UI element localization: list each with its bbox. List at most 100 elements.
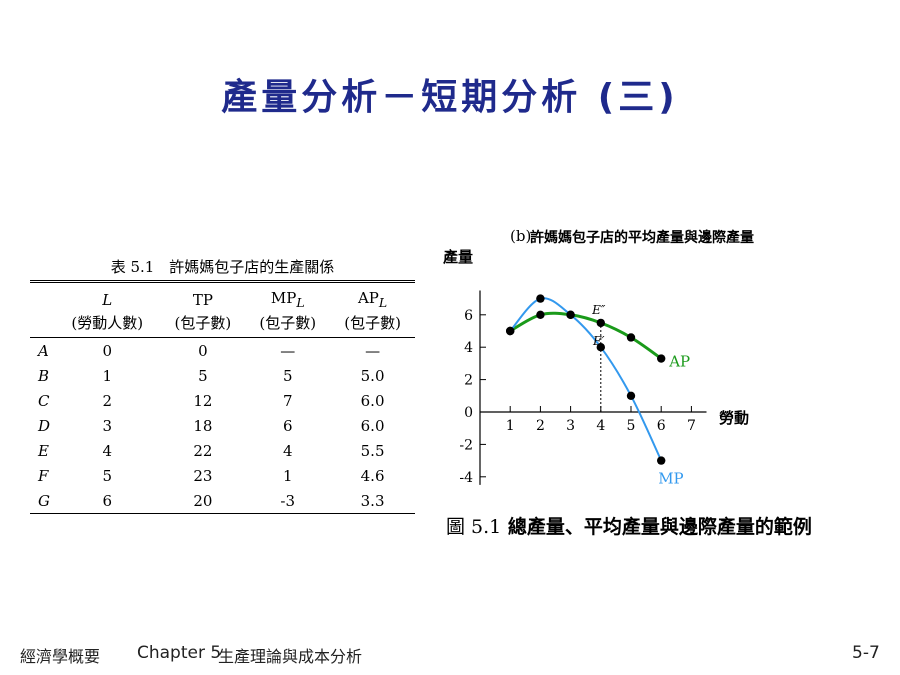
mp-point: [596, 343, 605, 352]
table-caption: 表 5.1 許媽媽包子店的生產關係: [110, 258, 335, 276]
footer-topic: 生產理論與成本分析: [218, 647, 363, 666]
cell-ap: —: [365, 341, 381, 360]
x-tick-label: 7: [687, 418, 696, 434]
cell-tp: 12: [193, 391, 213, 410]
header-l-sub: (勞動人數): [54, 311, 161, 338]
cell-ap: 6.0: [360, 391, 385, 410]
footer-chapter: Chapter 5: [137, 643, 222, 663]
table-row: D 3 18 6 6.0: [30, 413, 415, 438]
mp-point: [506, 326, 515, 336]
cell-mp: 7: [282, 391, 293, 410]
cell-mp: 1: [282, 466, 293, 485]
row-label: D: [38, 416, 51, 435]
table-row: A 0 0 — —: [30, 338, 415, 364]
x-axis-label: 勞動: [719, 409, 749, 427]
cell-tp: 5: [198, 366, 208, 385]
table-row: B 1 5 5 5.0: [30, 363, 415, 388]
row-label: G: [30, 488, 54, 514]
ap-series-label: AP: [668, 353, 690, 371]
header-ap-sub: (包子數): [330, 311, 415, 338]
y-tick-label: -4: [459, 470, 473, 486]
chart-title: 許媽媽包子店的平均產量與邊際產量: [530, 229, 754, 246]
header-blank-sub: [30, 311, 54, 338]
figure-caption: 圖 5.1 總產量、平均產量與邊際產量的範例: [446, 512, 812, 539]
x-tick-label: 6: [657, 418, 666, 434]
table-row: G 6 20 -3 3.3: [30, 488, 415, 514]
e-double-prime-label: E″: [591, 303, 606, 317]
cell-tp: 20: [160, 488, 246, 514]
slide-title: 產量分析－短期分析 (三): [221, 77, 679, 118]
x-tick-label: 2: [536, 418, 545, 434]
axes: 1 2 3 4 5 6 7 -4 -2 0 2 4 6: [459, 290, 707, 486]
x-tick-label: 5: [627, 418, 636, 434]
header-tp-sub: (包子數): [160, 311, 246, 338]
row-label: B: [38, 366, 50, 385]
ap-point: [596, 318, 605, 328]
y-tick-label: -2: [459, 437, 473, 453]
header-ap: APL: [330, 280, 415, 311]
page-number: 5-7: [852, 643, 880, 663]
cell-l: 2: [102, 391, 113, 410]
production-table: L TP MPL APL (勞動人數) (包子數) (包子數) (包子數) A 0…: [30, 280, 415, 514]
mp-series-label: MP: [658, 470, 683, 488]
header-l: L: [54, 280, 161, 311]
mp-point: [566, 310, 575, 319]
table-row: F 5 23 1 4.6: [30, 463, 415, 488]
cell-mp: 6: [282, 416, 293, 435]
cell-l: 1: [102, 366, 113, 385]
row-label: E: [38, 441, 49, 460]
ap-point: [536, 310, 545, 319]
y-tick-label: 4: [464, 340, 473, 356]
header-mp: MPL: [245, 280, 331, 311]
cell-ap: 3.3: [330, 488, 415, 514]
mp-curve: [509, 297, 663, 462]
cell-l: 5: [102, 466, 113, 485]
row-label: A: [38, 341, 49, 360]
header-mp-sub: (包子數): [245, 311, 331, 338]
cell-l: 6: [54, 488, 161, 514]
table-row: C 2 12 7 6.0: [30, 388, 415, 413]
cell-tp: 23: [193, 466, 213, 485]
cell-tp: 0: [198, 341, 208, 360]
cell-mp: -3: [245, 488, 331, 514]
x-tick-label: 4: [596, 418, 605, 434]
cell-l: 0: [102, 341, 113, 360]
data-points: [506, 294, 666, 465]
table-body: A 0 0 — — B 1 5 5 5.0 C 2 12 7 6.0 D 3 18 6 6.0 E 4 22 4 5.5 F 5 23…: [30, 338, 415, 514]
mp-point: [626, 391, 636, 400]
cell-ap: 4.6: [360, 466, 385, 485]
figure-caption-text: 總產量、平均產量與邊際產量的範例: [507, 516, 812, 538]
y-tick-label: 0: [464, 405, 473, 421]
x-tick-label: 3: [566, 418, 575, 434]
cell-ap: 6.0: [360, 416, 385, 435]
footer-book: 經濟學概要: [20, 647, 101, 666]
row-label: F: [38, 466, 49, 485]
ap-point: [657, 354, 666, 363]
header-tp: TP: [160, 280, 246, 311]
cell-l: 3: [102, 416, 113, 435]
figure-caption-number: 圖 5.1: [446, 516, 502, 538]
chart-title-prefix: (b): [510, 227, 531, 245]
cell-ap: 5.0: [360, 366, 385, 385]
e-prime-label: E′: [592, 334, 605, 348]
cell-tp: 22: [193, 441, 213, 460]
header-blank: [30, 280, 54, 311]
chart-labels: AP MP E″ E′: [591, 303, 690, 488]
cell-mp: —: [280, 341, 296, 360]
cell-l: 4: [102, 441, 113, 460]
cell-tp: 18: [193, 416, 213, 435]
ap-curve: [509, 311, 663, 360]
y-tick-label: 2: [464, 373, 473, 389]
cell-mp: 4: [282, 441, 293, 460]
series-curves: [509, 297, 663, 462]
table-row: E 4 22 4 5.5: [30, 438, 415, 463]
cell-mp: 5: [282, 366, 293, 385]
ap-mp-chart: (b) 許媽媽包子店的平均產量與邊際產量 產量 勞動 1 2 3 4 5 6 7 -4 -2 0 2…: [442, 227, 754, 488]
mp-point: [536, 294, 545, 303]
y-axis-label: 產量: [442, 248, 473, 266]
x-tick-label: 1: [506, 418, 515, 434]
ap-point: [626, 333, 636, 342]
row-label: C: [38, 391, 50, 410]
cell-ap: 5.5: [360, 441, 385, 460]
y-tick-label: 6: [464, 308, 473, 324]
